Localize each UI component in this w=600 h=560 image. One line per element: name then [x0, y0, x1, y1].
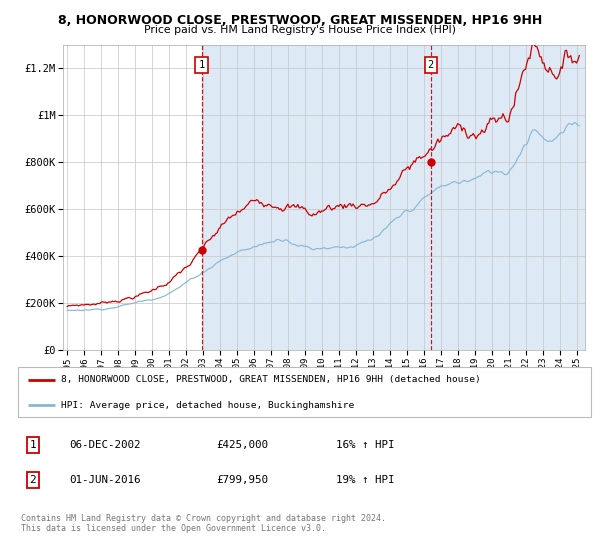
- Text: Contains HM Land Registry data © Crown copyright and database right 2024.
This d: Contains HM Land Registry data © Crown c…: [21, 514, 386, 534]
- Text: 19% ↑ HPI: 19% ↑ HPI: [336, 475, 395, 485]
- Text: 8, HONORWOOD CLOSE, PRESTWOOD, GREAT MISSENDEN, HP16 9HH: 8, HONORWOOD CLOSE, PRESTWOOD, GREAT MIS…: [58, 14, 542, 27]
- Text: HPI: Average price, detached house, Buckinghamshire: HPI: Average price, detached house, Buck…: [61, 400, 354, 409]
- Text: £425,000: £425,000: [216, 440, 268, 450]
- Text: 2: 2: [29, 475, 37, 485]
- Text: 1: 1: [29, 440, 37, 450]
- Text: £799,950: £799,950: [216, 475, 268, 485]
- Text: 2: 2: [428, 60, 434, 70]
- Text: 1: 1: [199, 60, 205, 70]
- FancyBboxPatch shape: [18, 367, 591, 417]
- Text: Price paid vs. HM Land Registry's House Price Index (HPI): Price paid vs. HM Land Registry's House …: [144, 25, 456, 35]
- Text: 06-DEC-2002: 06-DEC-2002: [69, 440, 140, 450]
- Text: 8, HONORWOOD CLOSE, PRESTWOOD, GREAT MISSENDEN, HP16 9HH (detached house): 8, HONORWOOD CLOSE, PRESTWOOD, GREAT MIS…: [61, 375, 481, 384]
- Bar: [202, 45, 600, 350]
- Text: 01-JUN-2016: 01-JUN-2016: [69, 475, 140, 485]
- Text: 16% ↑ HPI: 16% ↑ HPI: [336, 440, 395, 450]
